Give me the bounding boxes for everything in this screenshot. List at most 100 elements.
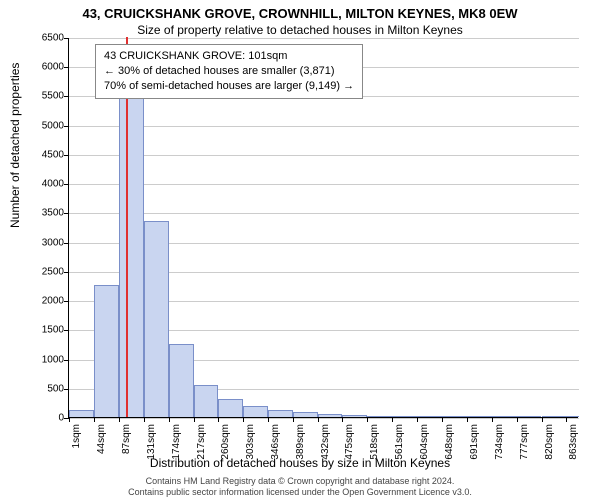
histogram-bar	[442, 416, 467, 417]
xtick-mark	[542, 417, 543, 422]
gridline	[69, 418, 579, 419]
ytick-mark	[64, 360, 69, 361]
histogram-bar	[417, 416, 442, 417]
y-axis-label: Number of detached properties	[8, 63, 22, 228]
xtick-label: 44sqm	[96, 424, 107, 454]
xtick-label: 561sqm	[394, 424, 405, 460]
ytick-label: 1000	[42, 354, 64, 365]
xtick-mark	[417, 417, 418, 422]
gridline	[69, 184, 579, 185]
ytick-label: 3500	[42, 208, 64, 219]
histogram-bar	[169, 344, 194, 417]
xtick-label: 346sqm	[270, 424, 281, 460]
histogram-bar	[392, 416, 417, 417]
ytick-label: 6500	[42, 33, 64, 44]
ytick-mark	[64, 96, 69, 97]
xtick-label: 518sqm	[369, 424, 380, 460]
xtick-mark	[194, 417, 195, 422]
xtick-mark	[566, 417, 567, 422]
x-axis-label: Distribution of detached houses by size …	[0, 456, 600, 470]
info-line-1: 43 CRUICKSHANK GROVE: 101sqm	[104, 49, 354, 64]
histogram-bar	[144, 221, 169, 417]
xtick-label: 820sqm	[544, 424, 555, 460]
ytick-label: 2500	[42, 266, 64, 277]
ytick-mark	[64, 389, 69, 390]
ytick-label: 2000	[42, 296, 64, 307]
info-line-2: ← 30% of detached houses are smaller (3,…	[104, 64, 354, 79]
ytick-mark	[64, 301, 69, 302]
xtick-mark	[442, 417, 443, 422]
histogram-bar	[218, 399, 243, 417]
xtick-label: 1sqm	[71, 424, 82, 448]
ytick-label: 4000	[42, 179, 64, 190]
xtick-mark	[94, 417, 95, 422]
xtick-mark	[169, 417, 170, 422]
chart-title-main: 43, CRUICKSHANK GROVE, CROWNHILL, MILTON…	[0, 0, 600, 21]
footer-line-2: Contains public sector information licen…	[0, 487, 600, 498]
histogram-bar	[94, 285, 119, 417]
info-box: 43 CRUICKSHANK GROVE: 101sqm ← 30% of de…	[95, 44, 363, 99]
xtick-label: 691sqm	[469, 424, 480, 460]
ytick-mark	[64, 330, 69, 331]
gridline	[69, 213, 579, 214]
xtick-label: 303sqm	[245, 424, 256, 460]
xtick-label: 648sqm	[444, 424, 455, 460]
ytick-mark	[64, 184, 69, 185]
ytick-label: 5500	[42, 91, 64, 102]
xtick-mark	[342, 417, 343, 422]
ytick-mark	[64, 38, 69, 39]
xtick-label: 734sqm	[494, 424, 505, 460]
xtick-label: 260sqm	[220, 424, 231, 460]
histogram-bar	[119, 90, 144, 417]
xtick-label: 174sqm	[171, 424, 182, 460]
xtick-label: 777sqm	[519, 424, 530, 460]
chart-title-sub: Size of property relative to detached ho…	[0, 21, 600, 37]
ytick-label: 0	[58, 413, 64, 424]
gridline	[69, 38, 579, 39]
xtick-mark	[467, 417, 468, 422]
xtick-mark	[293, 417, 294, 422]
xtick-label: 863sqm	[568, 424, 579, 460]
xtick-mark	[243, 417, 244, 422]
ytick-label: 4500	[42, 149, 64, 160]
xtick-mark	[144, 417, 145, 422]
info-line-3: 70% of semi-detached houses are larger (…	[104, 79, 354, 94]
xtick-mark	[367, 417, 368, 422]
ytick-mark	[64, 155, 69, 156]
gridline	[69, 126, 579, 127]
xtick-mark	[119, 417, 120, 422]
histogram-bar	[517, 416, 542, 417]
histogram-bar	[566, 416, 579, 417]
histogram-bar	[194, 385, 219, 417]
histogram-bar	[268, 410, 293, 417]
xtick-label: 389sqm	[295, 424, 306, 460]
ytick-label: 5000	[42, 120, 64, 131]
xtick-label: 87sqm	[121, 424, 132, 454]
xtick-mark	[392, 417, 393, 422]
ytick-mark	[64, 272, 69, 273]
xtick-label: 217sqm	[196, 424, 207, 460]
histogram-bar	[492, 416, 517, 417]
xtick-mark	[517, 417, 518, 422]
xtick-mark	[492, 417, 493, 422]
ytick-label: 500	[47, 383, 64, 394]
xtick-mark	[268, 417, 269, 422]
histogram-bar	[367, 416, 392, 417]
xtick-label: 604sqm	[419, 424, 430, 460]
histogram-bar	[467, 416, 492, 417]
xtick-label: 475sqm	[344, 424, 355, 460]
histogram-bar	[318, 414, 343, 417]
histogram-bar	[243, 406, 268, 417]
histogram-bar	[542, 416, 567, 417]
histogram-bar	[69, 410, 94, 417]
xtick-mark	[318, 417, 319, 422]
gridline	[69, 155, 579, 156]
histogram-bar	[342, 415, 367, 417]
ytick-mark	[64, 126, 69, 127]
ytick-mark	[64, 243, 69, 244]
xtick-mark	[69, 417, 70, 422]
histogram-bar	[293, 412, 318, 417]
ytick-label: 1500	[42, 325, 64, 336]
ytick-label: 6000	[42, 62, 64, 73]
xtick-label: 131sqm	[146, 424, 157, 460]
